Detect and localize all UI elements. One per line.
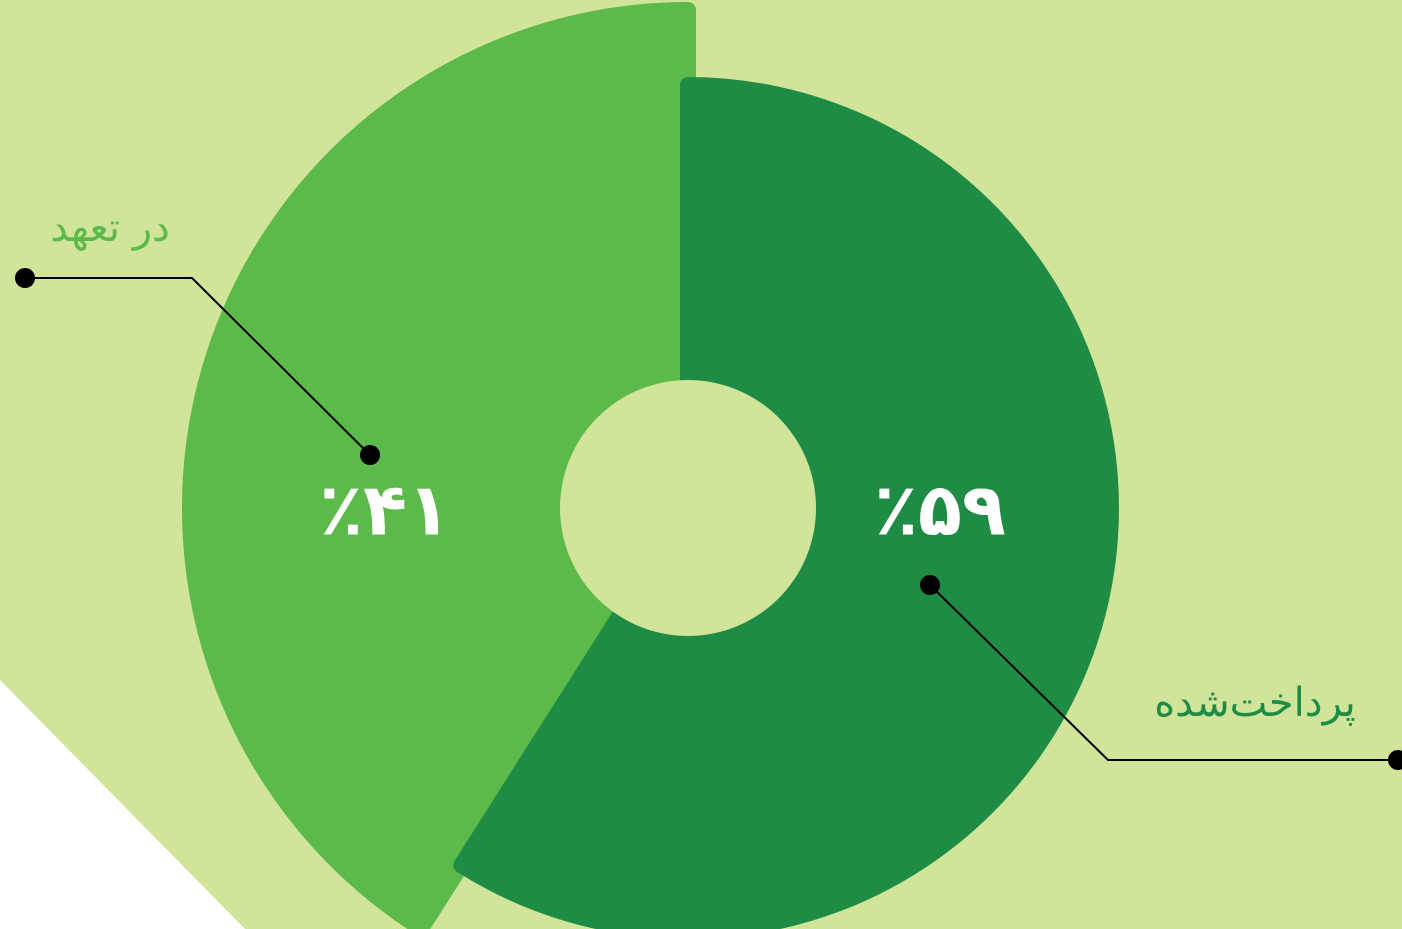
value-label: ٪۵۹: [874, 468, 1006, 552]
leader-dot: [15, 268, 35, 288]
donut-hole: [560, 380, 816, 636]
leader-dot: [920, 575, 940, 595]
leader-dot: [1388, 750, 1402, 770]
legend-label: در تعهد: [50, 205, 170, 251]
legend-label: پرداخت‌شده: [1154, 680, 1356, 726]
leader-dot: [360, 445, 380, 465]
value-label: ٪۴۱: [319, 468, 451, 552]
leader-line: [25, 277, 371, 456]
decor-triangle: [0, 680, 245, 929]
leader-line: [929, 584, 1398, 761]
